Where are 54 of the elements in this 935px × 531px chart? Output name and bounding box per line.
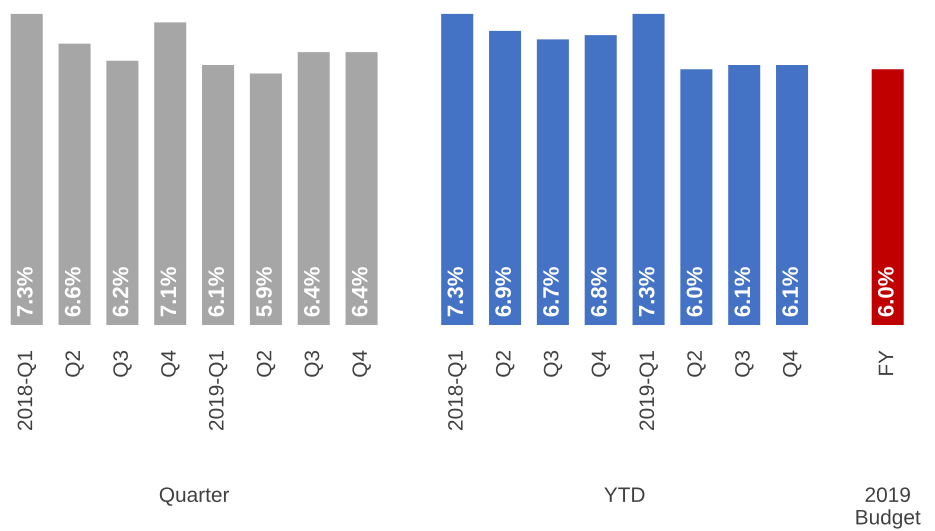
bar [106,60,138,325]
data-label: 6.8% [590,267,607,316]
bar [632,14,665,325]
bar [154,22,186,325]
data-label: 6.4% [352,267,368,316]
data-label: 5.9% [256,267,272,317]
data-label: 6.1% [734,267,750,316]
x-tick-label: Q3 [735,350,754,377]
x-tick-label: Q3 [544,350,562,377]
x-tick-label: FY [878,350,894,375]
bar [536,39,569,325]
x-tick-label: Q2 [65,351,84,377]
x-tick-label: 2019-Q1 [639,350,658,430]
x-tick-label: Q2 [256,351,276,377]
x-tick-label: Q2 [687,351,706,377]
text: 2019 Budget [856,487,921,529]
x-tick-label: Q4 [352,350,371,377]
data-label: 6.4% [304,267,320,316]
x-tick-label: 2019-Q1 [208,350,228,430]
bar [776,64,808,325]
bar [202,64,234,325]
x-tick-label: 2018-Q1 [448,350,467,430]
bar [441,14,474,325]
data-label: 6.0% [878,267,894,316]
data-label: 6.9% [495,267,512,316]
x-tick-label: Q4 [782,350,802,377]
data-label: 7.3% [16,267,33,316]
text: Quarter [160,487,230,506]
data-label: 7.3% [447,267,464,316]
bar [489,30,522,325]
data-label: 6.1% [782,267,798,316]
text: YTD [604,488,644,502]
data-label: 6.7% [543,267,559,316]
data-label: 6.6% [64,267,81,316]
bar [346,52,378,325]
bar [728,64,760,325]
x-tick-label: Q3 [304,350,324,377]
x-tick-label: Q2 [496,351,514,377]
data-label: 7.3% [638,267,655,316]
bar [250,73,282,325]
x-tick-label: Q4 [592,350,610,377]
data-label: 6.0% [686,267,702,316]
x-tick-label: 2018-Q1 [18,350,36,430]
data-label: 7.1% [160,267,176,316]
bar [298,52,330,325]
bar [58,44,91,325]
bar [680,69,712,325]
data-label: 6.2% [112,267,128,316]
bar [584,35,617,325]
data-label: 6.1% [208,267,224,316]
x-tick-label: Q3 [113,350,132,377]
x-tick-label: Q4 [161,350,180,377]
bar [10,14,43,325]
bar [872,69,904,325]
